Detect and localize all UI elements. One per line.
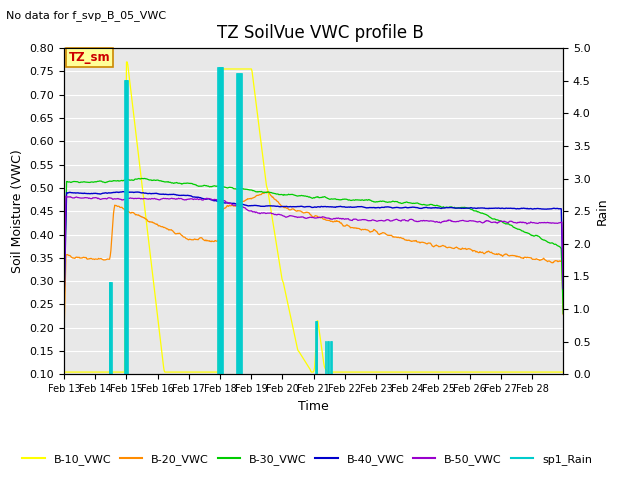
Text: TZ_sm: TZ_sm bbox=[68, 50, 110, 63]
X-axis label: Time: Time bbox=[298, 400, 329, 413]
Y-axis label: Soil Moisture (VWC): Soil Moisture (VWC) bbox=[11, 149, 24, 273]
Legend: B-10_VWC, B-20_VWC, B-30_VWC, B-40_VWC, B-50_VWC, sp1_Rain: B-10_VWC, B-20_VWC, B-30_VWC, B-40_VWC, … bbox=[18, 450, 596, 469]
Text: TZ SoilVue VWC profile B: TZ SoilVue VWC profile B bbox=[216, 24, 424, 42]
Y-axis label: Rain: Rain bbox=[596, 197, 609, 225]
Text: No data for f_svp_B_05_VWC: No data for f_svp_B_05_VWC bbox=[6, 10, 166, 21]
